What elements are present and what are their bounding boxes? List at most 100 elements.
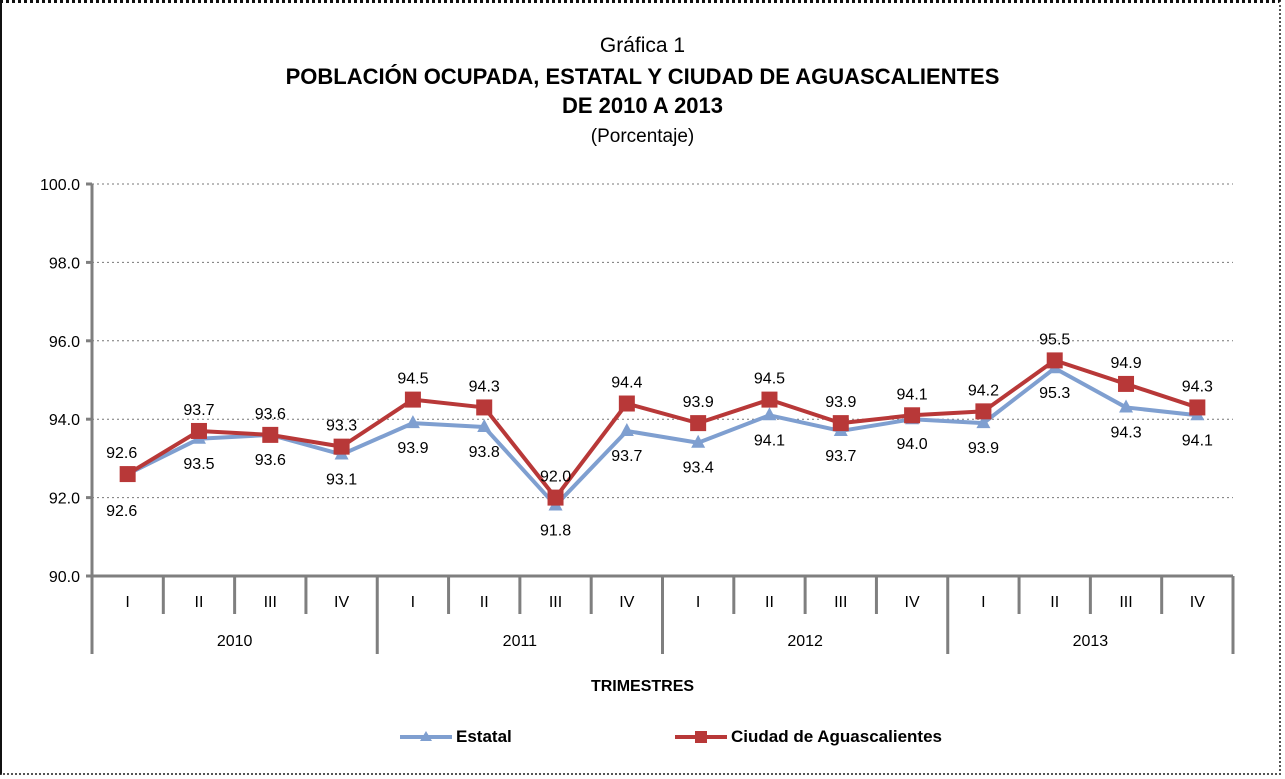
data-label-ciudad: 94.3 [469,378,500,395]
data-point-ciudad [547,489,564,506]
data-point-estatal [762,407,777,421]
data-label-ciudad: 93.9 [683,394,714,411]
x-tick-label: II [765,594,774,611]
data-label-estatal: 94.0 [897,436,928,453]
data-label-ciudad: 92.6 [106,445,137,462]
data-label-ciudad: 94.3 [1182,378,1213,395]
data-label-ciudad: 94.1 [897,386,928,403]
y-tick-label: 90.0 [49,569,80,586]
y-tick-label: 94.0 [49,412,80,429]
x-tick-label: IV [1190,594,1205,611]
data-label-ciudad: 93.7 [183,402,214,419]
data-label-estatal: 93.7 [825,448,856,465]
data-label-ciudad: 92.0 [540,469,571,486]
data-point-ciudad [832,415,849,432]
data-label-estatal: 93.5 [183,456,214,473]
data-label-ciudad: 94.9 [1110,355,1141,372]
y-tick-label: 100.0 [40,177,80,194]
data-point-ciudad [690,415,707,432]
x-tick-label: I [411,594,415,611]
series-line-estatal [126,366,1198,508]
data-label-estatal: 93.8 [469,444,500,461]
series-layer [119,352,1206,511]
x-tick-label: II [480,594,489,611]
data-point-ciudad [476,399,493,416]
data-label-estatal: 93.7 [611,448,642,465]
x-group-label: 2013 [1073,633,1109,650]
data-label-estatal: 93.4 [683,460,714,477]
gridlines [92,183,1233,499]
data-label-estatal: 95.3 [1039,385,1070,402]
x-tick-label: I [981,594,985,611]
data-label-ciudad: 94.5 [397,371,428,388]
x-tick-label: III [834,594,847,611]
x-group-label: 2012 [787,633,823,650]
data-point-ciudad [904,407,921,424]
square-marker-icon [675,731,727,743]
data-label-estatal: 93.9 [968,440,999,457]
data-label-ciudad: 94.5 [754,371,785,388]
data-point-estatal [1119,399,1134,413]
x-tick-label: I [696,594,700,611]
data-label-ciudad: 94.2 [968,382,999,399]
data-label-estatal: 93.9 [397,440,428,457]
data-point-ciudad [333,438,350,455]
series-line-ciudad [126,358,1198,500]
data-label-estatal: 94.1 [754,432,785,449]
chart-title-line1: POBLACIÓN OCUPADA, ESTATAL Y CIUDAD DE A… [285,64,1000,89]
chart-unit: (Porcentaje) [590,126,695,147]
data-point-ciudad [119,466,136,483]
y-tick-label: 98.0 [49,255,80,272]
x-tick-label: II [1050,594,1059,611]
data-point-estatal [691,434,706,448]
legend-item-estatal: Estatal [400,726,512,748]
data-point-estatal [405,415,420,429]
x-tick-label: III [1119,594,1132,611]
data-point-ciudad [1046,352,1063,369]
x-tick-label: IV [905,594,920,611]
data-label-estatal: 93.6 [255,452,286,469]
x-axis-title: TRIMESTRES [590,678,695,695]
x-tick-label: III [264,594,277,611]
data-point-estatal [619,422,634,436]
data-point-ciudad [190,422,207,439]
data-point-ciudad [404,391,421,408]
x-tick-label: IV [619,594,634,611]
data-point-estatal [976,415,991,429]
legend-label-ciudad: Ciudad de Aguascalientes [731,727,942,746]
x-tick-label: IV [334,594,349,611]
legend-label-estatal: Estatal [456,727,512,746]
y-axis-ticks: 90.0 92.0 94.0 96.0 98.0 100.0 [40,177,92,586]
x-tick-label: I [125,594,129,611]
data-label-ciudad: 95.5 [1039,331,1070,348]
data-label-ciudad: 93.3 [326,418,357,435]
data-label-estatal: 94.3 [1110,424,1141,441]
data-label-estatal: 93.1 [326,471,357,488]
data-point-ciudad [1189,399,1206,416]
data-label-ciudad: 94.4 [611,375,642,392]
data-label-ciudad: 93.9 [825,394,856,411]
chart-caption: Gráfica 1 [599,34,686,57]
data-label-ciudad: 93.6 [255,406,286,423]
triangle-marker-icon [400,731,452,741]
chart-title-line2: DE 2010 A 2013 [561,93,724,118]
x-group-label: 2010 [217,633,253,650]
x-tick-label: III [549,594,562,611]
data-label-estatal: 94.1 [1182,432,1213,449]
data-point-ciudad [975,403,992,420]
x-group-label: 2011 [503,633,538,650]
data-point-estatal [477,419,492,433]
data-point-ciudad [1118,375,1135,392]
y-tick-label: 92.0 [49,491,80,508]
data-label-estatal: 91.8 [540,522,571,539]
y-tick-label: 96.0 [49,334,80,351]
legend-item-ciudad: Ciudad de Aguascalientes [675,726,942,748]
data-point-ciudad [618,395,635,412]
data-point-ciudad [262,426,279,443]
data-labels: 92.6 93.7 93.6 93.3 94.5 94.3 92.0 94.4 93.9 94.5… [106,331,1213,539]
data-label-estatal: 92.6 [106,503,137,520]
x-tick-label: II [195,594,204,611]
